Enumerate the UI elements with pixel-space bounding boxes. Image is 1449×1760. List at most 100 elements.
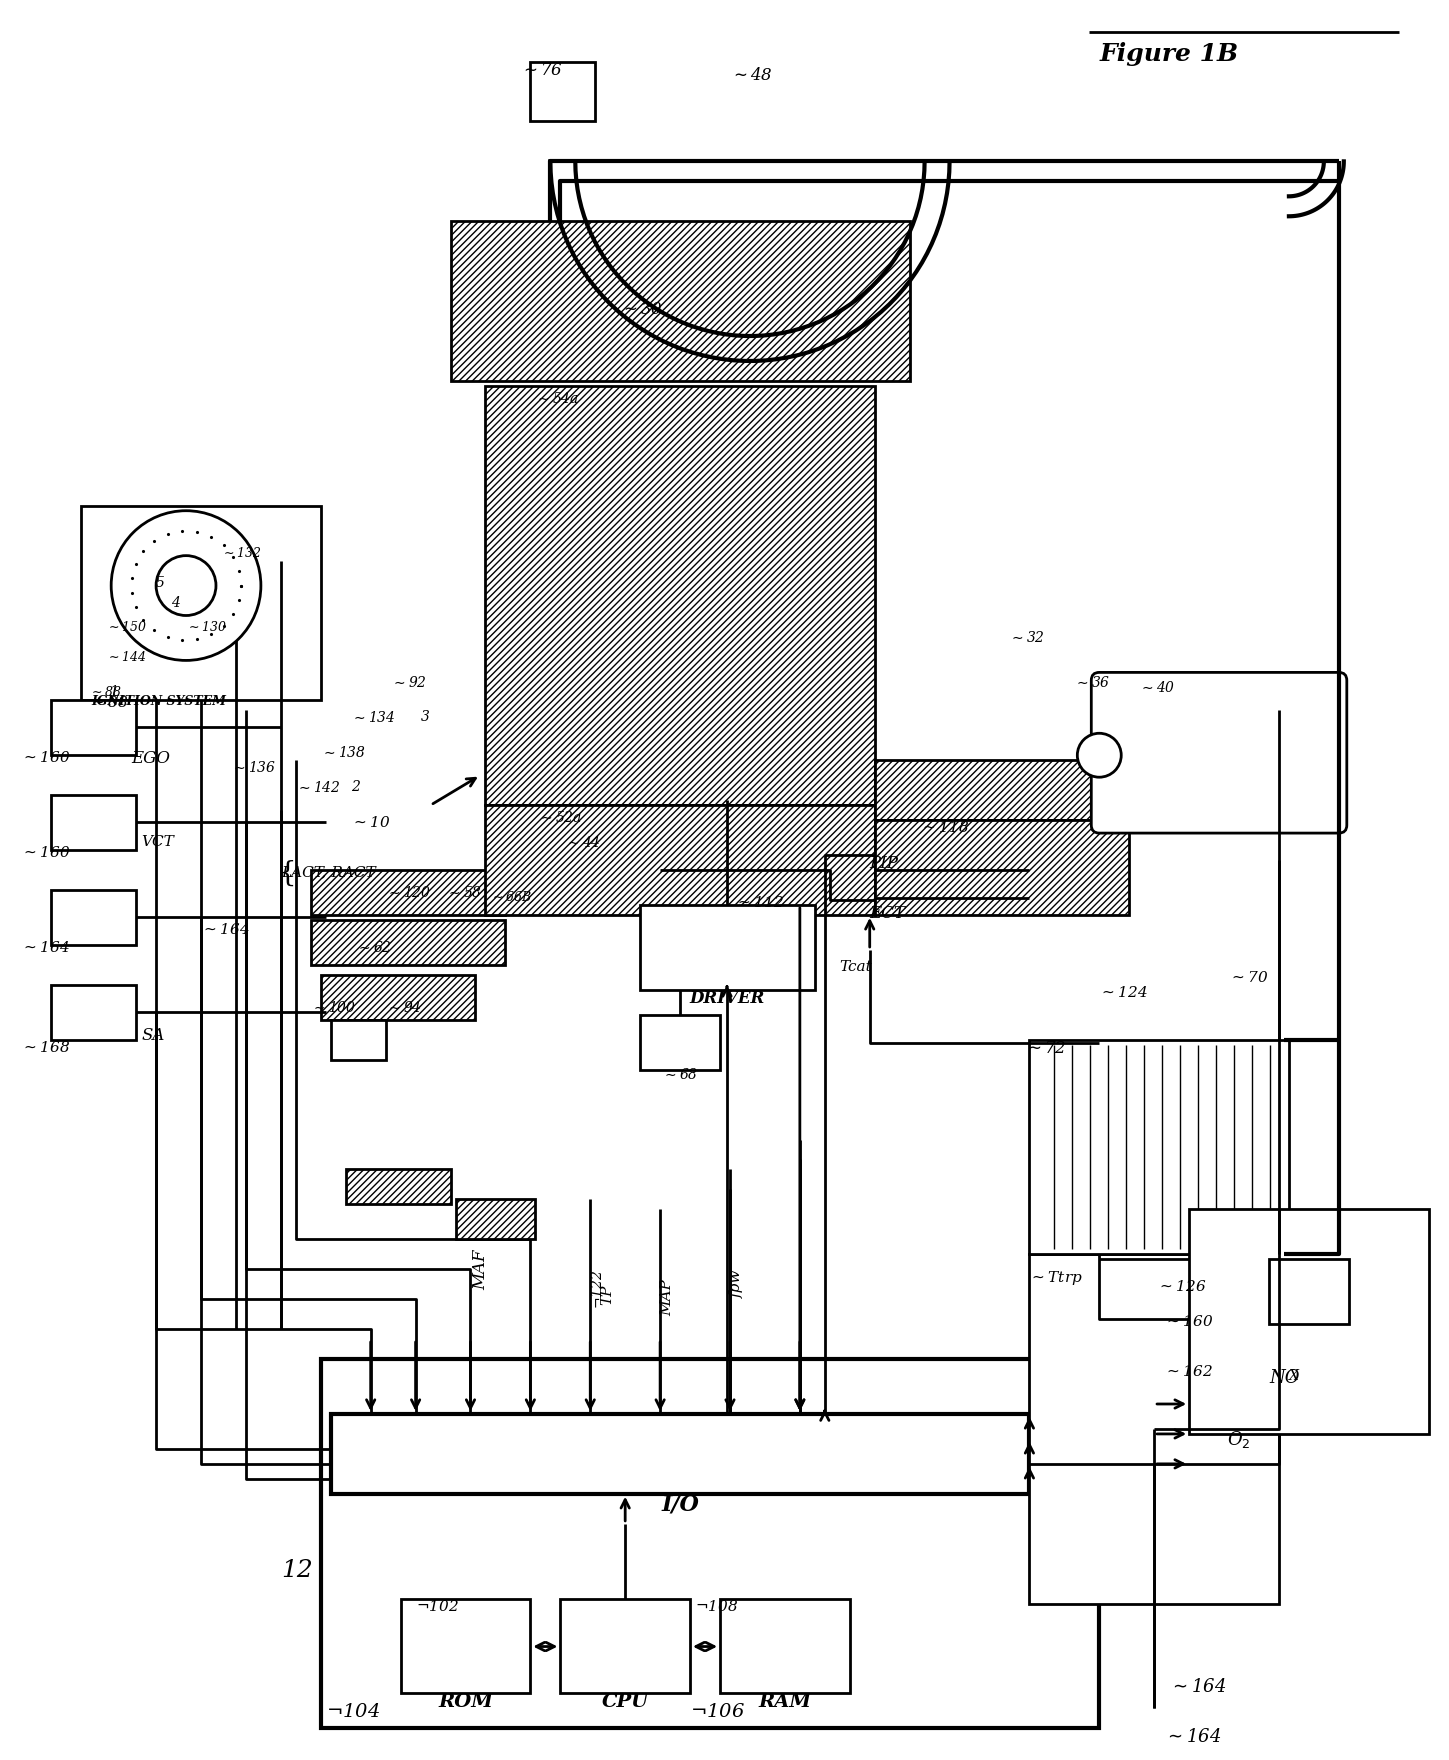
- Text: ROM: ROM: [438, 1693, 493, 1711]
- Circle shape: [1077, 734, 1122, 778]
- Text: $\sim$30: $\sim$30: [620, 301, 664, 319]
- Text: SA: SA: [141, 1026, 165, 1044]
- Text: ECT: ECT: [869, 905, 906, 922]
- Text: $\sim$168: $\sim$168: [22, 1040, 71, 1054]
- Bar: [330, 1413, 1029, 1494]
- Text: $\sim$160: $\sim$160: [1164, 1315, 1213, 1329]
- Text: $\sim$36: $\sim$36: [1074, 676, 1110, 690]
- Text: $\sim$138: $\sim$138: [320, 744, 365, 760]
- Bar: [640, 905, 814, 989]
- Bar: [330, 1019, 385, 1060]
- Text: $\sim$52a: $\sim$52a: [539, 810, 582, 825]
- Text: Tcat: Tcat: [840, 959, 872, 973]
- Bar: [51, 700, 136, 755]
- Bar: [51, 986, 136, 1040]
- Circle shape: [112, 510, 261, 660]
- Text: $\sim$68: $\sim$68: [662, 1067, 698, 1082]
- Text: $\sim$164: $\sim$164: [1164, 1728, 1222, 1746]
- Text: $\sim$124: $\sim$124: [1100, 986, 1148, 1000]
- Text: fpw: fpw: [730, 1269, 743, 1297]
- Text: IGNITION SYSTEM: IGNITION SYSTEM: [91, 695, 226, 708]
- Bar: [561, 1598, 690, 1693]
- Text: $\sim$136: $\sim$136: [230, 760, 275, 774]
- Text: VCT: VCT: [141, 834, 174, 848]
- Bar: [320, 975, 475, 1019]
- Text: $\sim$164: $\sim$164: [201, 922, 249, 936]
- Text: $\sim$32: $\sim$32: [1010, 630, 1045, 646]
- Text: O$_2$: O$_2$: [1227, 1429, 1250, 1450]
- Text: {: {: [278, 861, 297, 887]
- Bar: [51, 891, 136, 945]
- Bar: [320, 1359, 1100, 1728]
- Text: LACT, RACT: LACT, RACT: [281, 864, 375, 878]
- Text: PIP: PIP: [869, 855, 898, 871]
- Bar: [875, 760, 1164, 820]
- Text: MAF: MAF: [472, 1250, 488, 1290]
- Bar: [720, 1598, 849, 1693]
- Text: $\sim$40: $\sim$40: [1139, 681, 1175, 695]
- Text: $\sim$130: $\sim$130: [185, 621, 227, 635]
- Bar: [346, 1169, 451, 1204]
- Text: $\sim$70: $\sim$70: [1229, 970, 1269, 986]
- Text: $\sim$162: $\sim$162: [1164, 1364, 1213, 1380]
- Text: $\sim$54a: $\sim$54a: [535, 391, 580, 407]
- Text: $\sim$66B: $\sim$66B: [490, 891, 532, 905]
- Text: $\sim$132: $\sim$132: [220, 546, 261, 560]
- Text: $\sim$150: $\sim$150: [106, 621, 146, 635]
- Bar: [81, 505, 320, 700]
- Text: $\sim$88: $\sim$88: [90, 685, 122, 699]
- Text: $\sim$112: $\sim$112: [735, 896, 784, 910]
- Text: $\neg$102: $\neg$102: [416, 1598, 458, 1614]
- Bar: [485, 804, 875, 915]
- Text: DRIVER: DRIVER: [690, 989, 765, 1007]
- Text: $\sim$134: $\sim$134: [351, 711, 396, 725]
- Text: CPU: CPU: [601, 1693, 649, 1711]
- Bar: [1029, 1255, 1279, 1603]
- Text: 2: 2: [351, 780, 359, 794]
- Bar: [1029, 1040, 1290, 1255]
- Text: 3: 3: [420, 711, 429, 725]
- Text: $\sim$58: $\sim$58: [445, 885, 481, 899]
- Bar: [1269, 1258, 1349, 1324]
- Text: $\sim$92: $\sim$92: [391, 676, 426, 690]
- Text: $\neg$104: $\neg$104: [326, 1704, 380, 1721]
- Text: $\sim$160: $\sim$160: [22, 750, 71, 766]
- Text: $\sim$160: $\sim$160: [22, 845, 71, 861]
- Bar: [310, 869, 506, 915]
- Text: $\sim$164: $\sim$164: [22, 940, 70, 956]
- Text: $\sim$100: $\sim$100: [310, 1000, 356, 1016]
- Bar: [485, 385, 875, 804]
- Bar: [1190, 1209, 1429, 1434]
- Text: $\sim$142: $\sim$142: [296, 780, 341, 796]
- Text: $\sim$Ttrp: $\sim$Ttrp: [1029, 1269, 1084, 1287]
- Text: $\sim$62: $\sim$62: [355, 940, 391, 956]
- Text: $\neg$108: $\neg$108: [696, 1598, 739, 1614]
- Bar: [451, 222, 910, 380]
- Text: $\sim$144: $\sim$144: [106, 651, 146, 665]
- Text: NO: NO: [1269, 1369, 1300, 1387]
- Circle shape: [156, 556, 216, 616]
- Text: $\sim$48: $\sim$48: [730, 67, 772, 83]
- Text: I/O: I/O: [661, 1494, 698, 1515]
- Bar: [490, 641, 555, 891]
- Text: $\sim$120: $\sim$120: [385, 885, 430, 899]
- Text: $\sim$126: $\sim$126: [1158, 1280, 1207, 1294]
- Text: 4: 4: [171, 595, 180, 609]
- Text: $\sim$10: $\sim$10: [351, 815, 390, 831]
- Text: 12: 12: [281, 1559, 313, 1582]
- Text: TP: TP: [600, 1285, 614, 1304]
- Text: $\sim$164: $\sim$164: [1169, 1679, 1226, 1697]
- Text: $\sim$44: $\sim$44: [565, 834, 601, 850]
- Bar: [400, 1598, 530, 1693]
- Text: $\sim$72: $\sim$72: [1024, 1040, 1066, 1056]
- FancyBboxPatch shape: [1091, 672, 1346, 832]
- Text: Figure 1B: Figure 1B: [1100, 42, 1239, 65]
- Bar: [310, 920, 506, 964]
- Text: RAM: RAM: [758, 1693, 811, 1711]
- Text: $\sim$94: $\sim$94: [385, 1000, 422, 1016]
- Text: EGO: EGO: [132, 750, 170, 767]
- Bar: [875, 820, 1129, 915]
- Text: MAP: MAP: [661, 1280, 674, 1316]
- Text: $\sim$76: $\sim$76: [520, 62, 564, 79]
- Text: X: X: [1290, 1369, 1298, 1383]
